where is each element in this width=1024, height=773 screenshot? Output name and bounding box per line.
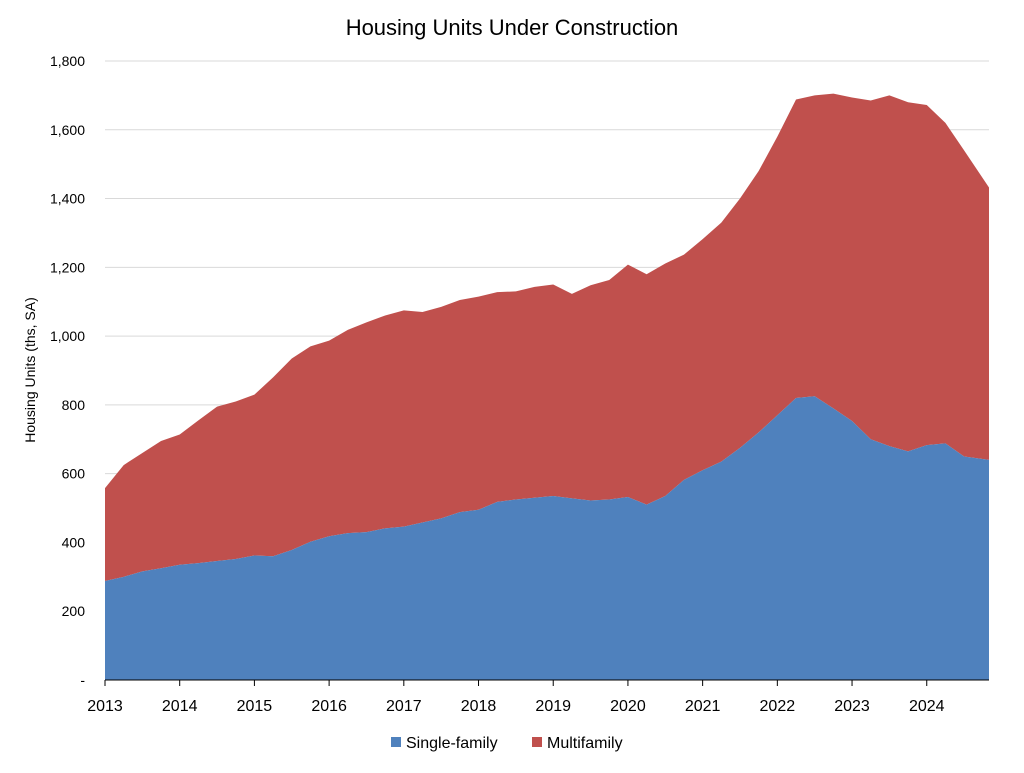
x-tick-label: 2014 (162, 698, 198, 715)
legend-swatch-multifamily (532, 737, 542, 747)
x-tick-label: 2023 (834, 698, 870, 715)
x-tick-label: 2021 (685, 698, 721, 715)
y-axis-label: Housing Units (ths, SA) (22, 297, 38, 443)
y-tick-label: 800 (62, 397, 86, 413)
y-tick-label: 600 (62, 466, 86, 482)
y-tick-label: 400 (62, 534, 86, 550)
x-tick-label: 2017 (386, 698, 422, 715)
y-tick-label: 1,800 (50, 53, 85, 69)
y-tick-labels: - 200 400 600 800 1,000 1,200 1,400 1,600 1,800 (50, 53, 85, 688)
legend: Single-family Multifamily (391, 735, 623, 752)
legend-swatch-single-family (391, 737, 401, 747)
y-tick-label: 1,400 (50, 191, 85, 207)
y-tick-label: 1,000 (50, 328, 85, 344)
x-tick-label: 2022 (760, 698, 796, 715)
x-tick-label: 2018 (461, 698, 497, 715)
area-series (105, 93, 989, 680)
x-tick-label: 2019 (535, 698, 571, 715)
axes (104, 679, 989, 686)
multifamily-area (105, 93, 989, 581)
x-tick-label: 2020 (610, 698, 646, 715)
x-tick-label: 2015 (237, 698, 273, 715)
y-tick-label: - (80, 672, 85, 688)
chart-title: Housing Units Under Construction (346, 15, 679, 40)
x-tick-label: 2024 (909, 698, 945, 715)
x-tick-labels: 2013 2014 2015 2016 2017 2018 2019 2020 2021 2022… (87, 698, 944, 715)
x-tick-label: 2013 (87, 698, 123, 715)
legend-label-single-family: Single-family (406, 735, 498, 752)
x-tick-label: 2016 (311, 698, 347, 715)
y-tick-label: 1,200 (50, 259, 85, 275)
y-tick-label: 1,600 (50, 122, 85, 138)
single-family-area (105, 396, 989, 680)
y-tick-label: 200 (62, 603, 86, 619)
legend-label-multifamily: Multifamily (547, 735, 623, 752)
